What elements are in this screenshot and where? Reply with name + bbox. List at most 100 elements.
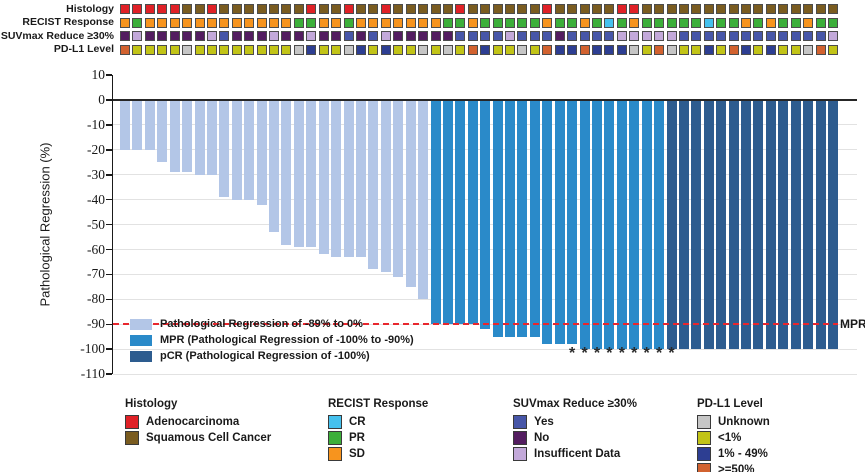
y-tick-label: -110	[80, 366, 105, 382]
annotation-cell	[765, 31, 776, 41]
annotation-cell	[132, 17, 143, 28]
annotation-tracks: Histology RECIST Response SUVmax Reduce ≥3…	[0, 0, 865, 60]
patient-bar	[654, 100, 665, 350]
patient-bar	[828, 100, 838, 350]
annotation-cell	[144, 31, 155, 41]
annotation-cell	[393, 31, 404, 41]
annotation-cell	[741, 17, 752, 28]
legend-group: PD-L1 Level Unknown <1% 1% - 49% >=50%	[697, 398, 770, 472]
asterisk-marker: *	[631, 345, 638, 362]
annotation-cell	[256, 44, 267, 55]
legend-swatch	[130, 318, 152, 330]
annotation-cell	[169, 4, 180, 14]
annotation-cell	[579, 4, 590, 14]
annotation-cell	[120, 31, 130, 41]
annotation-cell	[765, 17, 776, 28]
patient-bar	[231, 100, 242, 200]
annotation-cell	[741, 4, 752, 14]
annotation-cell	[654, 44, 665, 55]
legend-swatch	[328, 431, 342, 445]
annotation-cell	[492, 44, 503, 55]
annotation-cell	[331, 4, 342, 14]
annotation-cell	[505, 44, 516, 55]
annotation-cell	[256, 4, 267, 14]
annotation-cell	[293, 31, 304, 41]
annotation-cell	[293, 4, 304, 14]
legend-group-title: SUVmax Reduce ≥30%	[513, 398, 637, 410]
annotation-cell	[269, 44, 280, 55]
gridline	[113, 348, 857, 350]
annotation-cell	[206, 44, 217, 55]
annotation-cell	[331, 17, 342, 28]
annotation-cell	[244, 44, 255, 55]
patient-bar	[765, 100, 776, 350]
annotation-cell	[803, 17, 814, 28]
annotation-cell	[244, 4, 255, 14]
patient-bar	[703, 100, 714, 350]
annotation-cell	[480, 44, 491, 55]
legend-label: Yes	[534, 416, 554, 428]
annotation-cell	[666, 4, 677, 14]
annotation-cell	[132, 44, 143, 55]
legend-label: Squamous Cell Cancer	[146, 432, 272, 444]
annotation-cell	[654, 4, 665, 14]
legend-item: Yes	[513, 414, 637, 430]
legend-swatch	[697, 463, 711, 472]
annotation-cell	[206, 31, 217, 41]
annotation-cell	[120, 44, 130, 55]
patient-bar	[678, 100, 689, 350]
annotation-cell	[380, 31, 391, 41]
legend-swatch	[328, 447, 342, 461]
annotation-cell	[505, 17, 516, 28]
asterisk-marker: *	[668, 345, 675, 362]
annotation-cell	[678, 44, 689, 55]
annotation-cell	[219, 4, 230, 14]
mpr-reference-label: MPR	[840, 317, 865, 331]
annotation-cell	[828, 17, 838, 28]
patient-bar	[356, 100, 366, 257]
annotation-cell	[728, 17, 739, 28]
annotation-cell	[380, 4, 391, 14]
asterisk-marker: *	[593, 345, 601, 362]
annotation-cell	[753, 44, 764, 55]
annotation-cell	[219, 31, 230, 41]
annotation-cell	[430, 44, 441, 55]
legend-item: CR	[328, 414, 428, 430]
patient-bar	[517, 100, 528, 337]
legend-label: Pathological Regression of -89% to 0%	[160, 318, 363, 330]
y-tick-label: -40	[87, 191, 105, 207]
annotation-cell	[393, 44, 404, 55]
annotation-cell	[405, 4, 416, 14]
y-tick-label: -50	[87, 216, 105, 232]
annotation-cell	[219, 17, 230, 28]
annotation-cell	[554, 31, 565, 41]
patient-bar	[604, 100, 615, 350]
annotation-cell	[567, 17, 578, 28]
y-tick-mark	[106, 124, 112, 126]
annotation-cell	[455, 44, 466, 55]
annotation-cell	[741, 31, 752, 41]
chart-legend-item: Pathological Regression of -89% to 0%	[130, 316, 414, 332]
y-axis-line	[111, 75, 113, 375]
annotation-cell	[120, 17, 130, 28]
annotation-cell	[231, 31, 242, 41]
annotation-cell	[554, 4, 565, 14]
asterisk-marker: *	[655, 345, 663, 362]
track-label-recist: RECIST Response	[22, 16, 114, 28]
annotation-cell	[157, 44, 168, 55]
annotation-cell	[765, 4, 776, 14]
annotation-cell	[306, 17, 317, 28]
annotation-cell	[418, 31, 429, 41]
annotation-cell	[430, 17, 441, 28]
gridline	[113, 373, 857, 375]
annotation-cell	[517, 17, 528, 28]
legend-group-title: PD-L1 Level	[697, 398, 763, 410]
annotation-cell	[206, 17, 217, 28]
annotation-cell	[356, 31, 366, 41]
annotation-cell	[318, 17, 329, 28]
legend-swatch	[328, 415, 342, 429]
annotation-cell	[467, 17, 478, 28]
annotation-cell	[455, 17, 466, 28]
annotation-cell	[480, 4, 491, 14]
